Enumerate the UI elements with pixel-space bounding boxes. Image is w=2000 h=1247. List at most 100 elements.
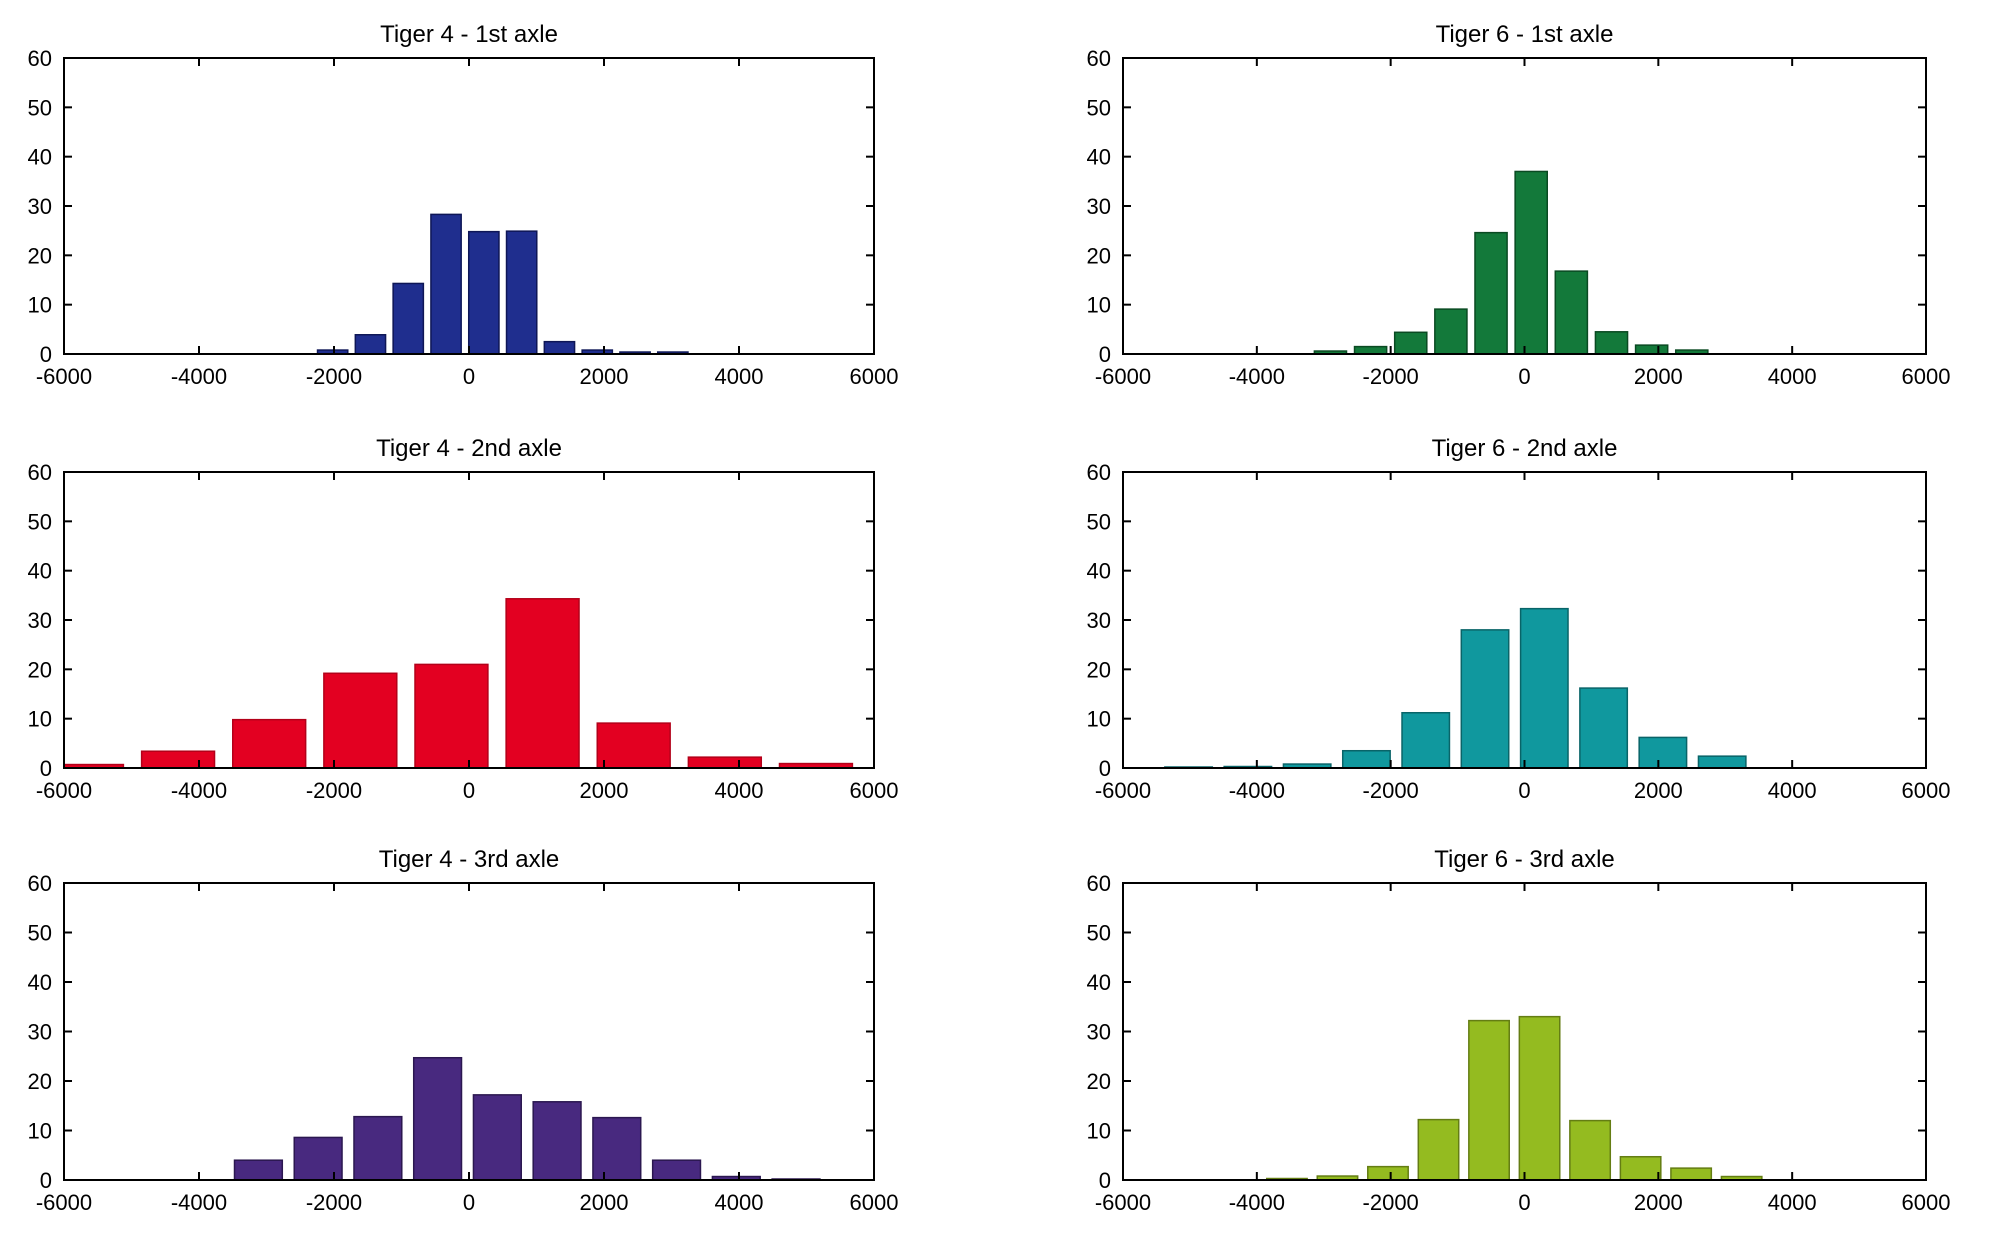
x-tick-label: 6000 bbox=[850, 1190, 899, 1215]
x-tick-label: 4000 bbox=[715, 1190, 764, 1215]
x-tick-label: 0 bbox=[1518, 364, 1530, 389]
x-tick-label: 4000 bbox=[1768, 778, 1817, 803]
histogram-bar bbox=[414, 663, 489, 768]
histogram-bars bbox=[1265, 1015, 1763, 1180]
histogram-bar bbox=[233, 1159, 284, 1180]
histogram-bar bbox=[1417, 1118, 1460, 1180]
x-tick-label: 2000 bbox=[580, 1190, 629, 1215]
histogram-bar bbox=[1341, 749, 1391, 768]
histogram-bar bbox=[1514, 170, 1549, 354]
x-tick-label: 0 bbox=[463, 1190, 475, 1215]
y-tick-label: 0 bbox=[40, 756, 52, 781]
histogram-bar bbox=[353, 1115, 403, 1180]
x-tick-label: 0 bbox=[1518, 778, 1530, 803]
histogram-bar bbox=[1474, 231, 1508, 354]
histogram-bar bbox=[1316, 1175, 1359, 1180]
y-tick-label: 50 bbox=[1087, 95, 1111, 120]
chart-tiger-6-2nd-axle: -6000 -4000 -2000 0 2000 4000 6000 0 10 20 30 40 50 6… bbox=[1087, 435, 1951, 803]
x-tick-label: 2000 bbox=[580, 364, 629, 389]
x-tick-label: -2000 bbox=[1363, 1190, 1419, 1215]
y-tick-label: 20 bbox=[28, 1069, 52, 1094]
chart-title: Tiger 6 - 1st axle bbox=[1436, 21, 1614, 48]
histogram-bar bbox=[1554, 270, 1589, 354]
histogram-bar bbox=[412, 1056, 463, 1180]
histogram-bar bbox=[1594, 331, 1629, 354]
x-tick-label: -6000 bbox=[36, 778, 92, 803]
histogram-bar bbox=[1393, 331, 1428, 354]
y-tick-label: 10 bbox=[28, 1119, 52, 1144]
plot-box bbox=[63, 882, 875, 1181]
histogram-bar bbox=[532, 1101, 582, 1180]
y-tick-label: 50 bbox=[28, 509, 52, 534]
y-tick-label: 30 bbox=[1087, 1020, 1111, 1045]
x-tick-label: 0 bbox=[463, 778, 475, 803]
y-tick-label: 20 bbox=[1087, 657, 1111, 682]
y-tick-label: 60 bbox=[28, 460, 52, 485]
x-tick-label: -2000 bbox=[306, 1190, 362, 1215]
chart-title: Tiger 4 - 3rd axle bbox=[379, 846, 560, 873]
y-tick-label: 0 bbox=[40, 342, 52, 367]
x-tick-label: -4000 bbox=[1229, 778, 1285, 803]
y-tick-label: 40 bbox=[28, 559, 52, 584]
x-tick-label: -6000 bbox=[36, 1190, 92, 1215]
histogram-bar bbox=[505, 230, 538, 354]
x-tick-label: -4000 bbox=[171, 1190, 227, 1215]
y-tick-label: 20 bbox=[1087, 1069, 1111, 1094]
histogram-bar bbox=[1670, 1167, 1713, 1180]
x-tick-label: 6000 bbox=[1902, 1190, 1951, 1215]
x-tick-label: 2000 bbox=[1634, 1190, 1683, 1215]
y-tick-label: 40 bbox=[28, 970, 52, 995]
chart-tiger-4-2nd-axle: -6000 -4000 -2000 0 2000 4000 6000 0 10 20 30 40 50 6… bbox=[28, 435, 899, 803]
histogram-bar bbox=[1619, 1155, 1662, 1180]
chart-tiger-4-3rd-axle: -6000 -4000 -2000 0 2000 4000 6000 0 10 20 30 40 50 6… bbox=[28, 846, 899, 1215]
y-tick-label: 60 bbox=[28, 871, 52, 896]
y-tick-label: 0 bbox=[1099, 1168, 1111, 1193]
y-tick-label: 50 bbox=[28, 921, 52, 946]
histogram-bar bbox=[1460, 629, 1510, 768]
x-tick-label: 6000 bbox=[850, 778, 899, 803]
histogram-bar bbox=[687, 756, 763, 768]
histogram-bars bbox=[1313, 170, 1709, 354]
histogram-bar bbox=[1579, 687, 1629, 768]
y-tick-label: 60 bbox=[1087, 871, 1111, 896]
x-tick-label: 0 bbox=[1518, 1190, 1530, 1215]
histogram-bar bbox=[323, 672, 398, 768]
chart-title: Tiger 4 - 1st axle bbox=[380, 21, 558, 48]
histogram-bar bbox=[1638, 736, 1688, 768]
histogram-bar bbox=[1569, 1119, 1612, 1180]
y-tick-label: 30 bbox=[1087, 608, 1111, 633]
x-tick-label: -6000 bbox=[1095, 778, 1151, 803]
histogram-bar bbox=[581, 349, 614, 354]
x-tick-label: 4000 bbox=[715, 364, 764, 389]
histogram-bar bbox=[592, 1116, 642, 1180]
histogram-bar bbox=[467, 230, 500, 354]
histogram-bar bbox=[430, 213, 462, 354]
histogram-bar bbox=[1720, 1175, 1763, 1180]
y-tick-label: 50 bbox=[1087, 921, 1111, 946]
x-tick-label: -6000 bbox=[1095, 364, 1151, 389]
y-tick-label: 10 bbox=[1087, 1119, 1111, 1144]
histogram-bars bbox=[1164, 607, 1747, 768]
histogram-bars bbox=[233, 1056, 821, 1180]
histogram-bar bbox=[1367, 1165, 1409, 1180]
histogram-bar bbox=[1634, 344, 1669, 354]
histogram-bar bbox=[711, 1175, 761, 1180]
histogram-bar bbox=[472, 1094, 522, 1180]
histogram-bar bbox=[1401, 711, 1451, 768]
histogram-bars bbox=[316, 213, 689, 354]
histogram-bar bbox=[1697, 755, 1747, 768]
x-tick-label: 4000 bbox=[715, 778, 764, 803]
x-tick-label: 2000 bbox=[1634, 778, 1683, 803]
x-tick-label: 4000 bbox=[1768, 364, 1817, 389]
y-tick-label: 40 bbox=[1087, 559, 1111, 584]
x-tick-label: -4000 bbox=[1229, 1190, 1285, 1215]
x-tick-label: 2000 bbox=[1634, 364, 1683, 389]
histogram-bar bbox=[1468, 1019, 1510, 1180]
chart-title: Tiger 4 - 2nd axle bbox=[376, 435, 562, 462]
histogram-bar bbox=[1353, 345, 1388, 354]
y-tick-label: 20 bbox=[28, 243, 52, 268]
x-tick-label: -6000 bbox=[1095, 1190, 1151, 1215]
chart-tiger-6-1st-axle: -6000 -4000 -2000 0 2000 4000 6000 0 10 20 30 40 50 6… bbox=[1087, 21, 1951, 389]
y-tick-label: 0 bbox=[1099, 756, 1111, 781]
